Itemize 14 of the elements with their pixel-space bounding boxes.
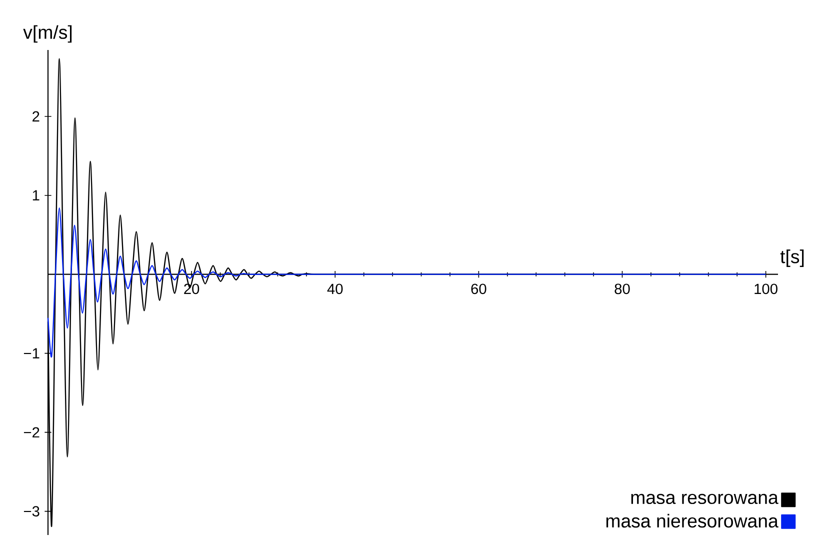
y-tick-label: 2 xyxy=(32,111,40,122)
legend-label: masa nieresorowana xyxy=(606,514,778,528)
x-tick-label: 40 xyxy=(327,284,343,294)
x-axis-title: t[s] xyxy=(780,250,804,267)
y-tick-label: 1 xyxy=(32,190,40,200)
y-tick-label: −3 xyxy=(24,506,40,516)
y-axis-title: v[m/s] xyxy=(23,25,72,43)
legend-label: masa resorowana xyxy=(631,494,778,504)
x-tick-label: 100 xyxy=(754,284,778,294)
x-tick-label: 60 xyxy=(471,284,486,294)
x-tick-label: 80 xyxy=(614,284,630,294)
y-tick-label: −2 xyxy=(24,427,40,438)
x-tick-label: 20 xyxy=(184,284,200,294)
y-tick-label: −1 xyxy=(24,348,40,358)
